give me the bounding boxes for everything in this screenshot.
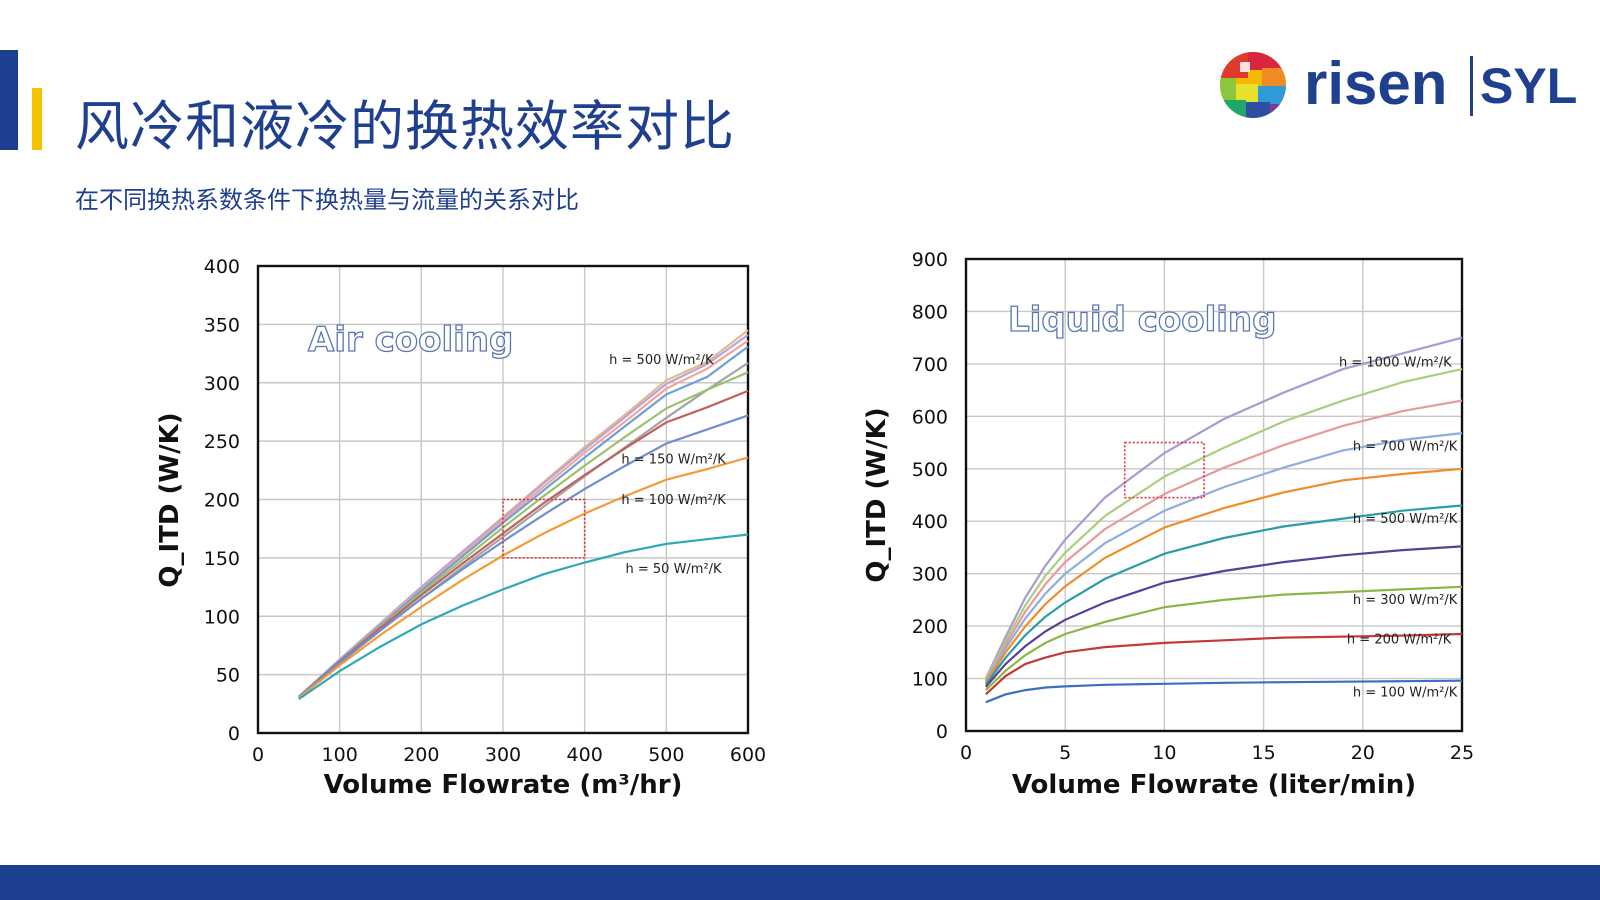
- logo-mark-icon: [1220, 52, 1286, 118]
- chart2-y-tick-label: 400: [912, 511, 948, 533]
- chart2-series-label: h = 1000 W/m²/K: [1339, 356, 1452, 371]
- chart1-y-tick-label: 250: [204, 431, 240, 453]
- chart1-series-line-9: [298, 456, 749, 699]
- chart1-y-tick-label: 200: [204, 490, 240, 512]
- chart1-series-line-7: [298, 389, 749, 698]
- chart1-x-tick-label: 100: [322, 744, 358, 766]
- chart2-x-tick-label: 25: [1450, 742, 1474, 764]
- chart1-series-label: h = 50 W/m²/K: [626, 562, 723, 577]
- chart2-x-tick-label: 10: [1152, 742, 1176, 764]
- chart1-x-tick-label: 600: [730, 744, 766, 766]
- chart1-x-axis-label: Volume Flowrate (m³/hr): [324, 770, 683, 800]
- chart2-series-line-5: [984, 467, 1463, 684]
- slide-subtitle: 在不同换热系数条件下换热量与流量的关系对比: [75, 186, 579, 214]
- footer-bar: [0, 865, 1600, 900]
- chart1-x-tick-label: 200: [403, 744, 439, 766]
- chart1-series-line-8: [298, 414, 749, 698]
- company-logo: risen SYL: [1218, 50, 1578, 120]
- chart1-y-tick-label: 100: [204, 606, 240, 628]
- chart1-x-tick-label: 0: [252, 744, 264, 766]
- comparison-charts: 0 100 200 300 400 500 600050100150200250300350…: [155, 249, 1474, 800]
- chart1-y-tick-label: 300: [204, 373, 240, 395]
- chart2-x-axis-label: Volume Flowrate (liter/min): [1012, 770, 1416, 800]
- chart2-series-line-4: [984, 432, 1463, 683]
- chart2-series-label: h = 500 W/m²/K: [1353, 512, 1458, 527]
- logo-text-risen: risen: [1304, 50, 1448, 117]
- chart1-y-axis-label: Q_ITD (W/K): [155, 412, 185, 587]
- chart2-y-tick-label: 700: [912, 354, 948, 376]
- chart2-y-tick-label: 100: [912, 669, 948, 691]
- chart1-x-tick-label: 500: [648, 744, 684, 766]
- accent-bar-yellow: [32, 88, 42, 150]
- chart1-series-label: h = 500 W/m²/K: [609, 353, 714, 368]
- chart2-series-line-3: [984, 399, 1463, 682]
- chart2-plot-area: [966, 259, 1462, 731]
- chart1-series-label: h = 100 W/m²/K: [621, 493, 726, 508]
- chart2-y-tick-label: 300: [912, 564, 948, 586]
- chart2-y-tick-label: 0: [936, 721, 948, 743]
- chart1-title: Air cooling: [308, 320, 513, 360]
- chart2-x-tick-label: 0: [960, 742, 972, 764]
- chart1-highlight-box: [502, 498, 586, 559]
- accent-bar-blue: [0, 50, 18, 150]
- chart1-frame: [256, 264, 750, 735]
- logo-text-syl: SYL: [1480, 58, 1578, 114]
- chart1-y-tick-label: 150: [204, 548, 240, 570]
- chart2-series-line-9: [985, 632, 1463, 696]
- chart2-x-tick-label: 20: [1351, 742, 1375, 764]
- chart2-highlight-box: [1123, 441, 1205, 499]
- chart2-y-axis-label: Q_ITD (W/K): [862, 407, 892, 582]
- chart1-x-tick-label: 300: [485, 744, 521, 766]
- chart2-series-line-6: [984, 504, 1463, 686]
- chart2-x-tick-label: 15: [1252, 742, 1276, 764]
- chart2-y-tick-label: 200: [912, 616, 948, 638]
- chart2-series-label: h = 200 W/m²/K: [1347, 632, 1452, 647]
- chart2-series-line-2: [984, 368, 1463, 681]
- slide-title: 风冷和液冷的换热效率对比: [75, 95, 735, 158]
- chart2-x-tick-label: 5: [1059, 742, 1071, 764]
- chart2-series-label: h = 100 W/m²/K: [1353, 685, 1458, 700]
- chart1-series-line-10: [298, 533, 749, 701]
- chart2-series-line-10: [985, 679, 1463, 704]
- chart1-y-tick-label: 50: [216, 665, 240, 687]
- chart1-x-tick-label: 400: [567, 744, 603, 766]
- chart2-y-tick-label: 800: [912, 301, 948, 323]
- chart2-series-label: h = 700 W/m²/K: [1353, 439, 1458, 454]
- chart2-series-line-7: [984, 545, 1463, 688]
- chart2-y-tick-label: 500: [912, 459, 948, 481]
- logo-separator: [1470, 56, 1473, 116]
- chart2-frame: [964, 257, 1464, 733]
- chart2-series-line-1: [984, 336, 1463, 680]
- chart2-series-line-8: [985, 585, 1463, 691]
- chart2-series-label: h = 300 W/m²/K: [1353, 593, 1458, 608]
- chart1-series-label: h = 150 W/m²/K: [621, 452, 726, 467]
- chart2-y-tick-label: 600: [912, 406, 948, 428]
- chart1-y-tick-label: 350: [204, 314, 240, 336]
- chart1-y-tick-label: 400: [204, 256, 240, 278]
- chart1-y-tick-label: 0: [228, 723, 240, 745]
- chart2-title: Liquid cooling: [1008, 300, 1276, 340]
- chart2-y-tick-label: 900: [912, 249, 948, 271]
